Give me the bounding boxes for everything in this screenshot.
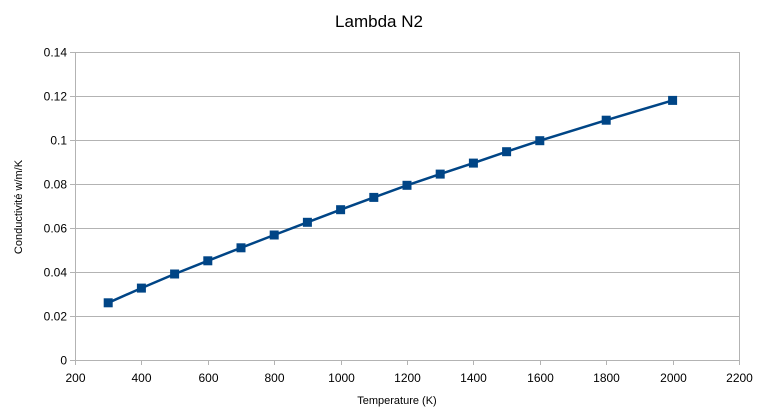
x-tick-label: 800	[264, 371, 284, 385]
x-tick-label: 1000	[328, 371, 355, 385]
y-tick-label: 0.1	[50, 134, 67, 148]
data-point-marker	[336, 205, 346, 215]
y-tick-label: 0.12	[44, 90, 68, 104]
data-point-marker	[269, 230, 279, 240]
data-point-marker	[535, 136, 545, 146]
x-axis-title: Temperature (K)	[357, 395, 436, 407]
data-point-marker	[136, 283, 146, 293]
data-point-marker	[103, 298, 113, 308]
data-point-marker	[468, 158, 478, 168]
x-tick-label: 200	[65, 371, 85, 385]
series-line	[107, 99, 673, 304]
data-point-marker	[236, 243, 246, 253]
data-point-marker	[402, 180, 412, 190]
tick-labels: 0 0.02 0.04 0.06 0.08 0.1 0.12 0.14 200 400 600 800…	[44, 46, 754, 386]
data-point-marker	[502, 147, 512, 157]
series	[103, 95, 678, 308]
x-tick-label: 400	[131, 371, 151, 385]
y-tick-label: 0.04	[44, 266, 68, 280]
y-axis-title: Conductivité w/m/K	[13, 159, 25, 254]
data-point-marker	[302, 217, 312, 227]
x-tick-label: 2000	[660, 371, 687, 385]
data-point-marker	[369, 192, 379, 202]
x-tick-label: 600	[198, 371, 218, 385]
x-tick-label: 1600	[527, 371, 554, 385]
data-point-marker	[668, 95, 678, 105]
y-tick-label: 0.02	[44, 310, 68, 324]
data-point-marker	[601, 115, 611, 125]
y-tick-label: 0.14	[44, 46, 68, 60]
x-tick-label: 1400	[460, 371, 487, 385]
x-tick-label: 1800	[593, 371, 620, 385]
data-point-marker	[170, 269, 180, 279]
axes	[70, 52, 740, 365]
data-point-marker	[203, 256, 213, 266]
data-point-marker	[435, 169, 445, 179]
x-tick-label: 1200	[394, 371, 421, 385]
y-tick-label: 0.08	[44, 178, 68, 192]
chart-title: Lambda N2	[335, 12, 423, 31]
y-tick-label: 0	[60, 354, 67, 368]
x-tick-label: 2200	[726, 371, 753, 385]
y-tick-label: 0.06	[44, 222, 68, 236]
grid-lines	[75, 52, 739, 361]
